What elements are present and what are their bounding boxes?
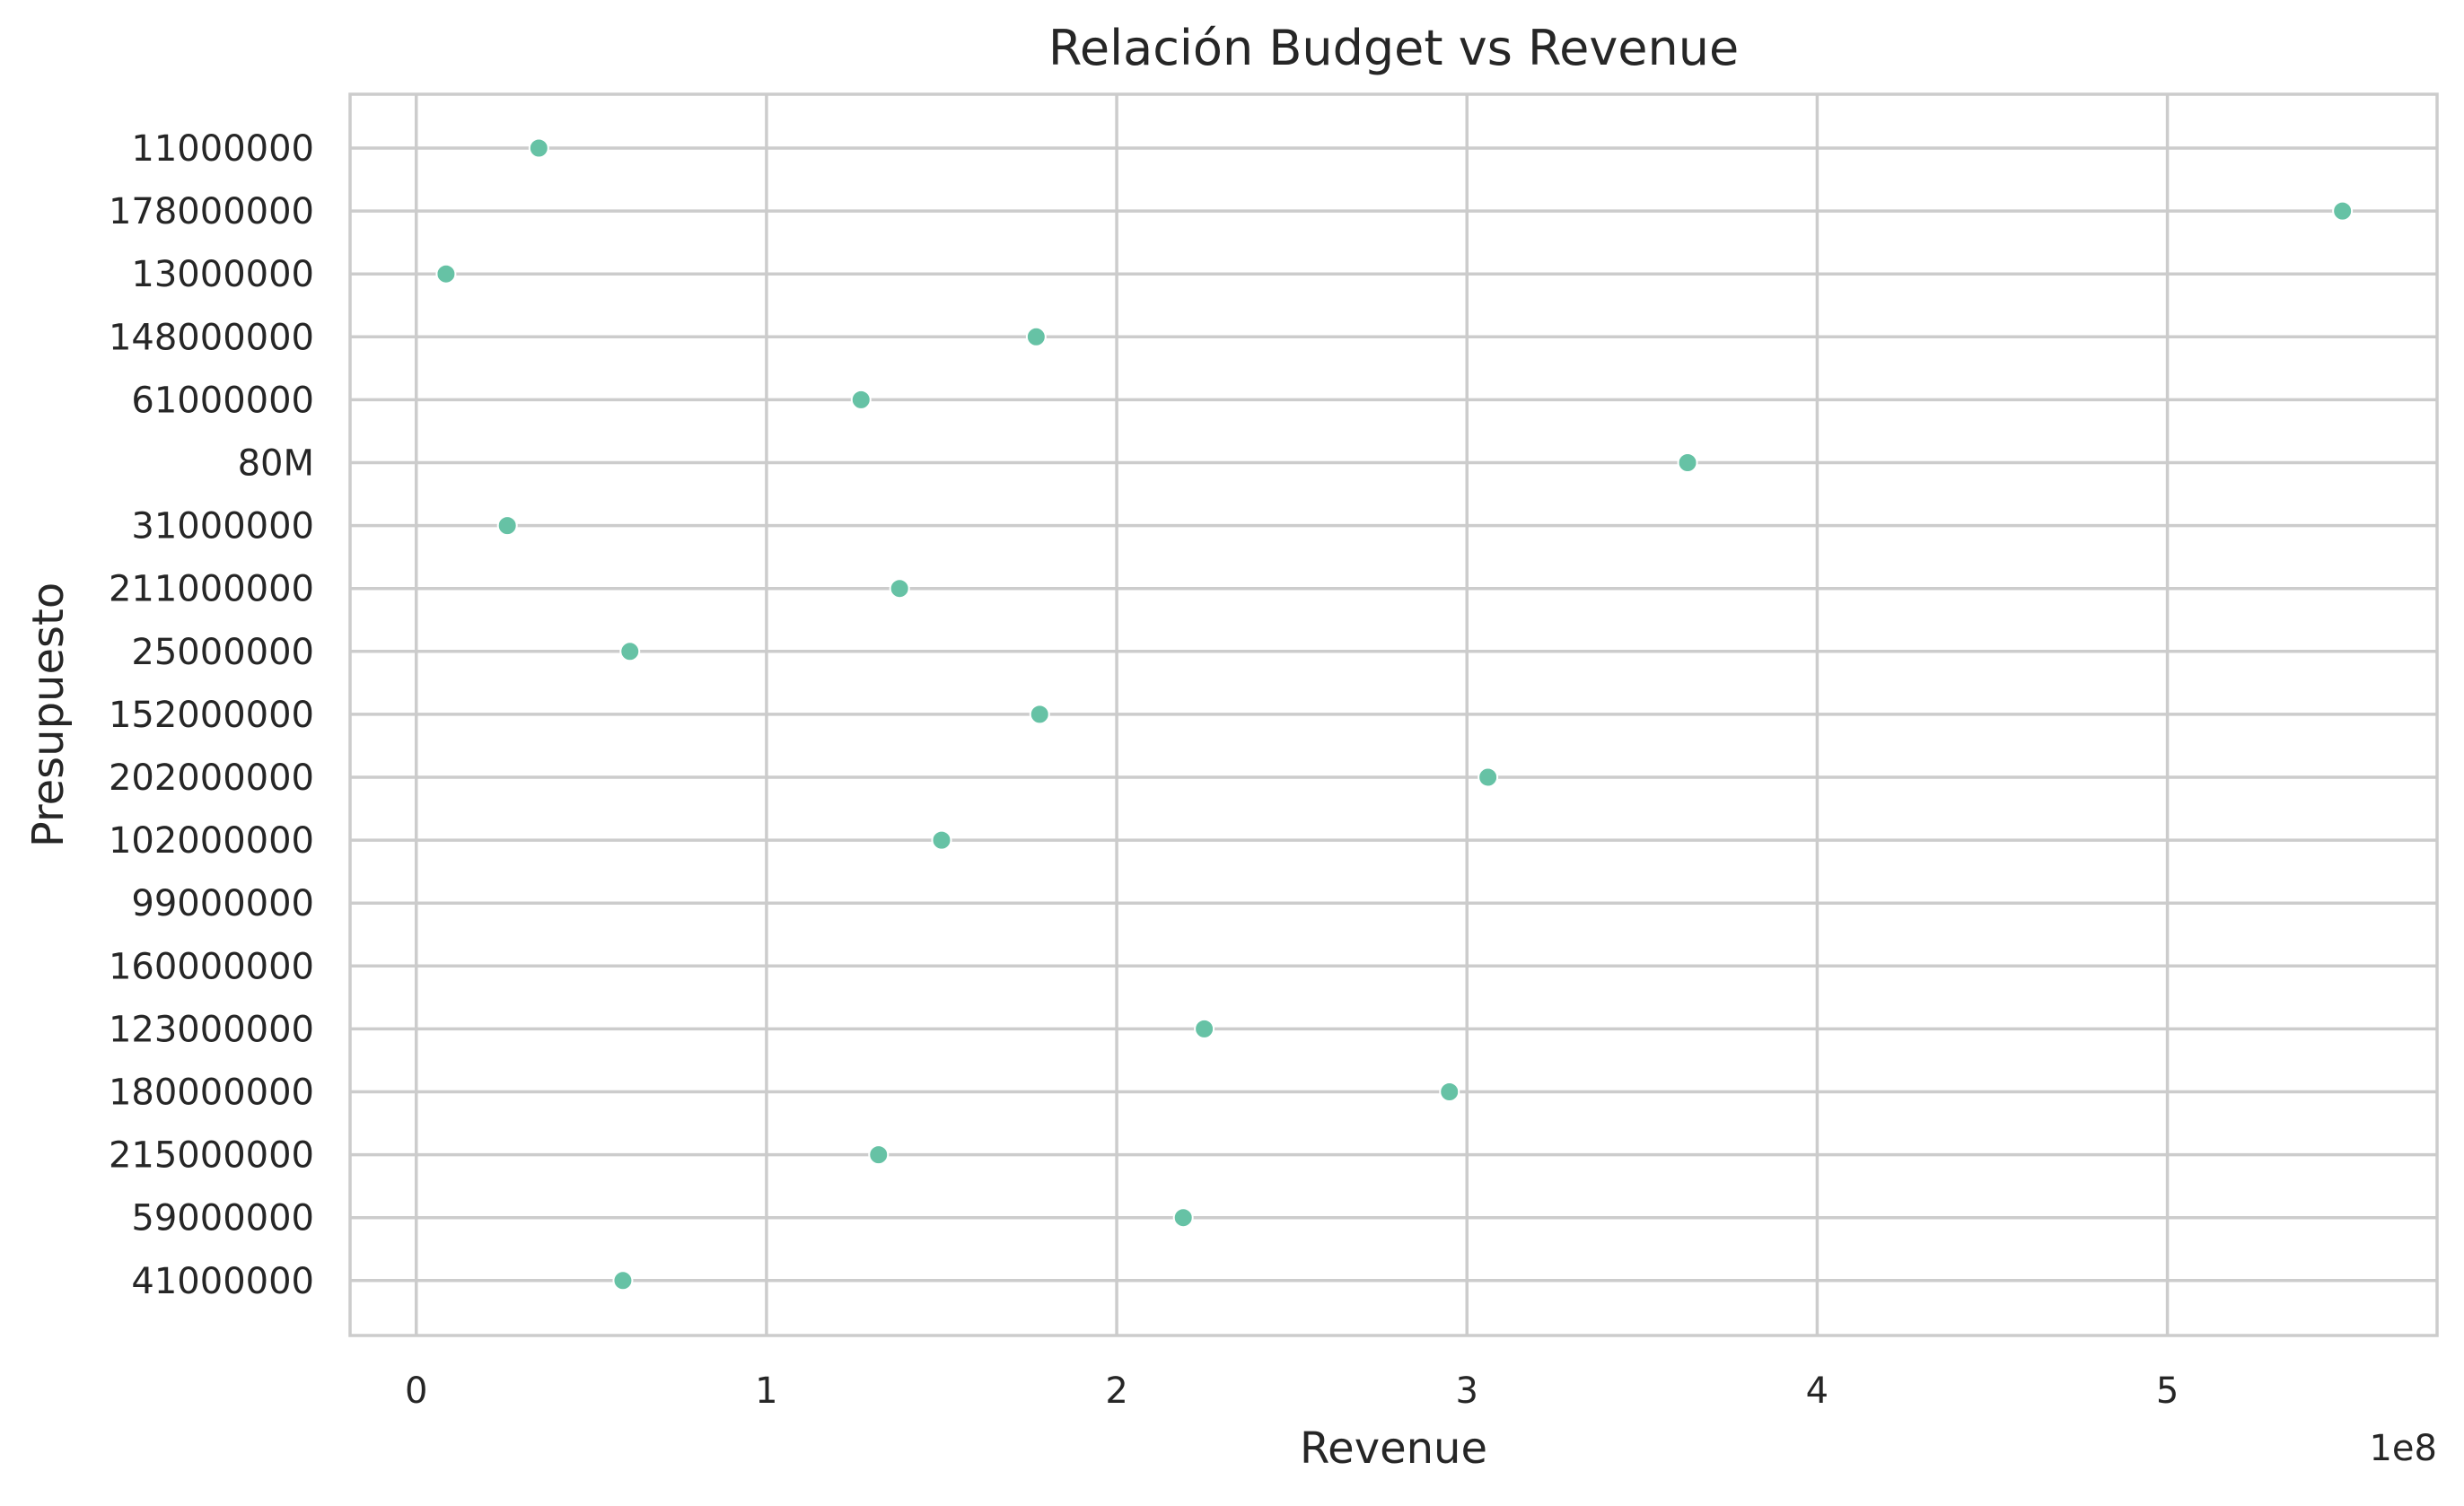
y-tick-label: 59000000	[131, 1198, 314, 1239]
y-tick-label: 99000000	[131, 883, 314, 924]
data-point	[435, 263, 457, 285]
x-tick-label: 1	[755, 1370, 777, 1412]
data-point	[1025, 326, 1047, 347]
data-point	[889, 578, 910, 600]
y-tick-label: 102000000	[109, 820, 314, 862]
data-point	[496, 515, 518, 537]
x-tick-labels: 0 1 2 3 4 5	[405, 1370, 2179, 1412]
data-point	[1478, 766, 1499, 788]
y-tick-label: 11000000	[131, 128, 314, 170]
y-tick-label: 80M	[238, 443, 314, 485]
x-tick-label: 4	[1806, 1370, 1828, 1412]
y-tick-labels: 11000000 178000000 13000000 148000000 610000…	[109, 128, 314, 1302]
data-point	[1677, 452, 1698, 473]
data-point	[931, 829, 952, 851]
data-point	[1172, 1207, 1194, 1229]
data-point	[2332, 200, 2354, 222]
data-point	[1439, 1081, 1460, 1102]
x-axis-label: Revenue	[1300, 1423, 1487, 1474]
y-tick-label: 178000000	[109, 191, 314, 232]
data-point	[528, 137, 549, 159]
y-tick-label: 123000000	[109, 1009, 314, 1050]
y-tick-label: 215000000	[109, 1135, 314, 1177]
y-tick-label: 61000000	[131, 380, 314, 421]
y-tick-label: 202000000	[109, 757, 314, 799]
data-point	[612, 1270, 634, 1291]
data-point	[850, 389, 872, 410]
y-tick-label: 148000000	[109, 317, 314, 358]
x-axis-offset-label: 1e8	[2369, 1428, 2437, 1469]
y-tick-label: 152000000	[109, 695, 314, 736]
y-tick-label: 13000000	[131, 254, 314, 295]
y-tick-label: 31000000	[131, 506, 314, 547]
chart-title: Relación Budget vs Revenue	[1048, 20, 1739, 76]
data-point	[619, 641, 641, 662]
y-tick-label: 211000000	[109, 569, 314, 610]
data-point	[1194, 1018, 1215, 1039]
y-tick-label: 25000000	[131, 632, 314, 673]
x-tick-label: 0	[405, 1370, 427, 1412]
y-axis-label: Presupuesto	[23, 582, 74, 847]
plot-frame	[348, 92, 2439, 1337]
x-tick-label: 5	[2156, 1370, 2179, 1412]
data-point	[868, 1144, 890, 1166]
x-tick-label: 3	[1456, 1370, 1478, 1412]
data-points	[435, 137, 2354, 1291]
data-point	[1029, 704, 1050, 725]
y-tick-label: 180000000	[109, 1073, 314, 1114]
grid	[350, 94, 2437, 1335]
y-tick-label: 160000000	[109, 946, 314, 987]
x-tick-label: 2	[1105, 1370, 1127, 1412]
y-tick-label: 41000000	[131, 1261, 314, 1302]
